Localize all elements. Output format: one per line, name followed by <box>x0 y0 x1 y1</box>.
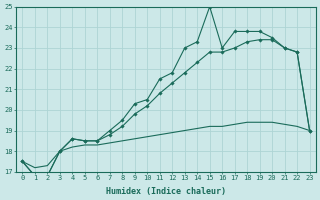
X-axis label: Humidex (Indice chaleur): Humidex (Indice chaleur) <box>106 187 226 196</box>
